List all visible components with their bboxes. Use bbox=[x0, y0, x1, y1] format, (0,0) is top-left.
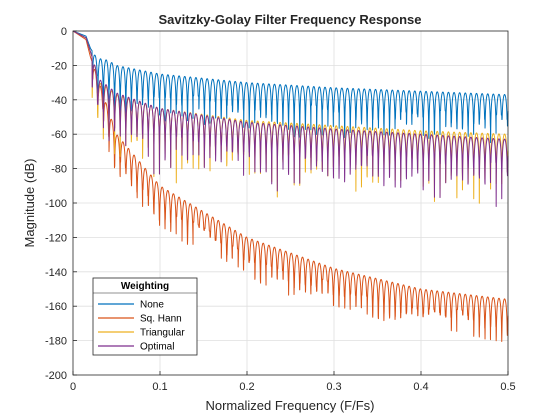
x-tick-label: 0.1 bbox=[152, 381, 167, 393]
legend-box bbox=[92, 277, 198, 356]
y-tick-label: -20 bbox=[51, 60, 67, 72]
x-axis-label: Normalized Frequency (F/Fs) bbox=[205, 398, 374, 413]
legend-label-triangular: Triangular bbox=[140, 328, 185, 339]
legend-label-optimal: Optimal bbox=[140, 342, 174, 353]
legend-label-sq-hann: Sq. Hann bbox=[140, 314, 182, 325]
y-axis-label: Magnitude (dB) bbox=[22, 159, 37, 248]
series-line-sq-hann bbox=[72, 30, 509, 342]
x-tick-label: 0.4 bbox=[413, 381, 428, 393]
legend-title: Weighting bbox=[121, 281, 169, 292]
ticks: 0 0.1 0.2 0.3 0.4 0.5 0 -20 -40 -60 -80 -100 -120 -14… bbox=[45, 26, 516, 393]
y-tick-label: 0 bbox=[61, 26, 67, 38]
series-line-none bbox=[72, 30, 509, 144]
series-layer bbox=[72, 30, 509, 342]
x-tick-label: 0.2 bbox=[239, 381, 254, 393]
chart-title: Savitzky-Golay Filter Frequency Response bbox=[159, 12, 422, 27]
series-line-optimal bbox=[72, 30, 509, 208]
y-tick-label: -200 bbox=[45, 370, 67, 382]
y-tick-label: -180 bbox=[45, 336, 67, 348]
y-tick-label: -120 bbox=[45, 232, 67, 244]
legend: Weighting None Sq. Hann Triangular Optimal bbox=[92, 277, 198, 356]
legend-label-none: None bbox=[140, 300, 164, 311]
y-tick-label: -60 bbox=[51, 129, 67, 141]
x-tick-label: 0.5 bbox=[500, 381, 515, 393]
y-tick-label: -160 bbox=[45, 301, 67, 313]
x-tick-label: 0 bbox=[70, 381, 76, 393]
x-tick-label: 0.3 bbox=[326, 381, 341, 393]
y-tick-label: -40 bbox=[51, 95, 67, 107]
y-tick-label: -140 bbox=[45, 267, 67, 279]
legend-entries: None Sq. Hann Triangular Optimal bbox=[98, 300, 185, 353]
y-tick-label: -80 bbox=[51, 164, 67, 176]
y-tick-label: -100 bbox=[45, 198, 67, 210]
